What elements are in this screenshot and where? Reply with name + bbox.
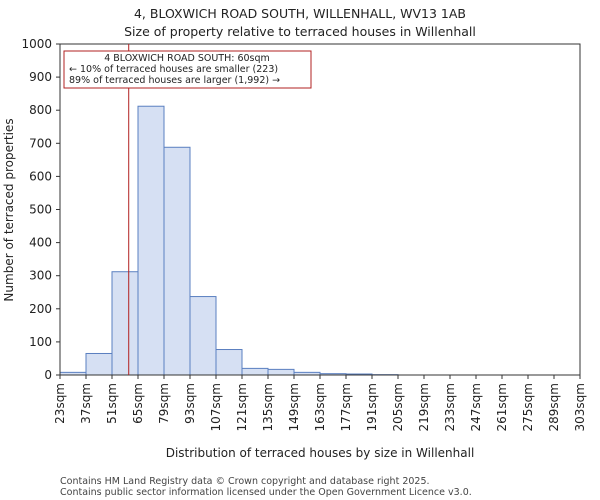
y-tick-label: 500 — [29, 203, 52, 217]
y-tick-label: 200 — [29, 302, 52, 316]
bar-37sqm — [85, 352, 113, 376]
bar-51sqm — [111, 271, 139, 376]
x-tick-label: 303sqm — [573, 383, 587, 431]
x-tick-label: 93sqm — [183, 383, 197, 424]
x-tick-label: 219sqm — [417, 383, 431, 431]
y-tick-label: 300 — [29, 269, 52, 283]
y-tick-label: 600 — [29, 169, 52, 183]
x-tick-label: 261sqm — [495, 383, 509, 431]
annotation-line1: 4 BLOXWICH ROAD SOUTH: 60sqm — [104, 53, 270, 64]
x-tick-label: 275sqm — [521, 383, 535, 431]
annotation-line3: 89% of terraced houses are larger (1,992… — [69, 75, 280, 86]
x-tick-label: 51sqm — [105, 383, 119, 424]
footer-line1: Contains HM Land Registry data © Crown c… — [60, 476, 430, 487]
chart-title-line2: Size of property relative to terraced ho… — [124, 24, 476, 39]
x-tick-label: 205sqm — [391, 383, 405, 431]
x-tick-label: 149sqm — [287, 383, 301, 431]
x-axis-label: Distribution of terraced houses by size … — [166, 446, 475, 460]
y-tick-label: 400 — [29, 236, 52, 250]
bar-107sqm — [215, 349, 243, 376]
x-tick-label: 79sqm — [157, 383, 171, 424]
y-tick-label: 700 — [29, 136, 52, 150]
bar-93sqm — [189, 296, 217, 376]
chart-title-line1: 4, BLOXWICH ROAD SOUTH, WILLENHALL, WV13… — [134, 6, 466, 21]
x-tick-label: 121sqm — [235, 383, 249, 431]
x-tick-label: 191sqm — [365, 383, 379, 431]
x-tick-label: 23sqm — [53, 383, 67, 424]
y-tick-label: 100 — [29, 335, 52, 349]
bar-79sqm — [163, 146, 191, 376]
annotation-line2: ← 10% of terraced houses are smaller (22… — [69, 64, 278, 75]
annotation-box: 4 BLOXWICH ROAD SOUTH: 60sqm ← 10% of te… — [63, 50, 312, 89]
x-tick-label: 163sqm — [313, 383, 327, 431]
y-tick-label: 900 — [29, 70, 52, 84]
x-tick-label: 233sqm — [443, 383, 457, 431]
x-tick-label: 107sqm — [209, 383, 223, 431]
x-tick-label: 247sqm — [469, 383, 483, 431]
bar-65sqm — [137, 105, 165, 376]
bar-121sqm — [241, 367, 269, 376]
x-tick-label: 37sqm — [79, 383, 93, 424]
x-tick-label: 177sqm — [339, 383, 353, 431]
x-tick-label: 65sqm — [131, 383, 145, 424]
x-tick-label: 135sqm — [261, 383, 275, 431]
y-axis-label: Number of terraced properties — [2, 118, 16, 301]
y-tick-label: 1000 — [21, 37, 52, 51]
y-tick-label: 0 — [44, 368, 52, 382]
x-tick-label: 289sqm — [547, 383, 561, 431]
footer-line2: Contains public sector information licen… — [60, 487, 472, 498]
bar-135sqm — [267, 368, 295, 376]
y-tick-label: 800 — [29, 103, 52, 117]
